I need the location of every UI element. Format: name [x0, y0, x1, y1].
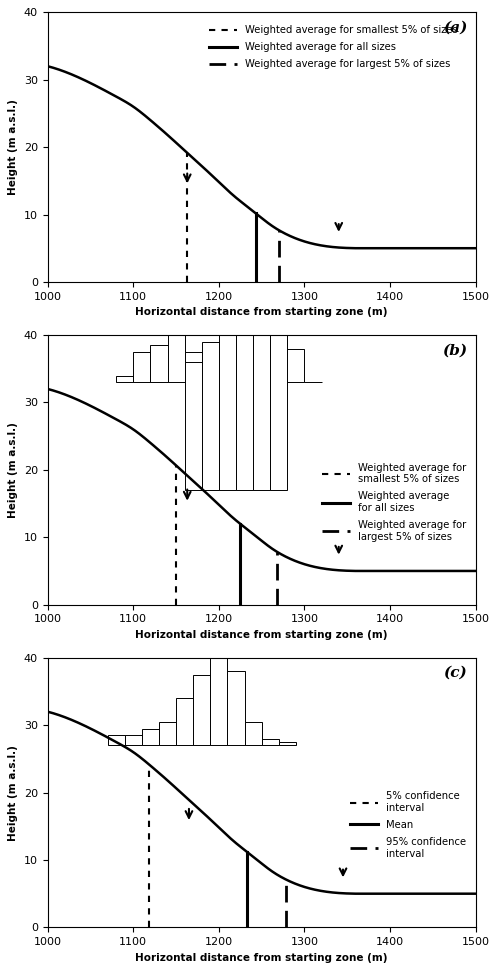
Bar	[210, 652, 228, 746]
Legend: 5% confidence
interval, Mean, 95% confidence
interval: 5% confidence interval, Mean, 95% confid…	[350, 791, 467, 858]
Text: (a): (a)	[443, 20, 467, 34]
Bar	[159, 721, 176, 746]
Bar	[253, 282, 270, 490]
Bar	[193, 675, 210, 746]
Bar	[125, 735, 142, 746]
Bar	[279, 742, 296, 746]
Bar	[185, 352, 202, 383]
Bar	[219, 372, 236, 383]
Bar	[176, 698, 193, 746]
Bar	[228, 671, 245, 746]
Bar	[202, 372, 219, 383]
Legend: Weighted average for
smallest 5% of sizes, Weighted average
for all sizes, Weigh: Weighted average for smallest 5% of size…	[322, 463, 467, 542]
Bar	[270, 339, 287, 383]
Bar	[219, 318, 236, 490]
Bar	[236, 352, 253, 383]
Bar	[150, 345, 167, 383]
Text: (c): (c)	[443, 666, 467, 680]
Bar	[116, 376, 133, 383]
X-axis label: Horizontal distance from starting zone (m): Horizontal distance from starting zone (…	[135, 953, 388, 962]
Text: (b): (b)	[442, 343, 467, 357]
Y-axis label: Height (m a.s.l.): Height (m a.s.l.)	[8, 99, 18, 195]
Bar	[245, 721, 262, 746]
Bar	[202, 342, 219, 490]
Bar	[262, 739, 279, 746]
Y-axis label: Height (m a.s.l.): Height (m a.s.l.)	[8, 745, 18, 841]
Bar	[253, 339, 270, 383]
Bar	[185, 362, 202, 490]
Bar	[236, 298, 253, 490]
Y-axis label: Height (m a.s.l.): Height (m a.s.l.)	[8, 422, 18, 518]
Bar	[270, 291, 287, 490]
X-axis label: Horizontal distance from starting zone (m): Horizontal distance from starting zone (…	[135, 630, 388, 640]
Legend: Weighted average for smallest 5% of sizes, Weighted average for all sizes, Weigh: Weighted average for smallest 5% of size…	[209, 25, 458, 69]
Bar	[167, 315, 185, 383]
Bar	[133, 352, 150, 383]
Bar	[142, 728, 159, 746]
Bar	[108, 735, 125, 746]
X-axis label: Horizontal distance from starting zone (m): Horizontal distance from starting zone (…	[135, 307, 388, 318]
Bar	[287, 349, 304, 383]
